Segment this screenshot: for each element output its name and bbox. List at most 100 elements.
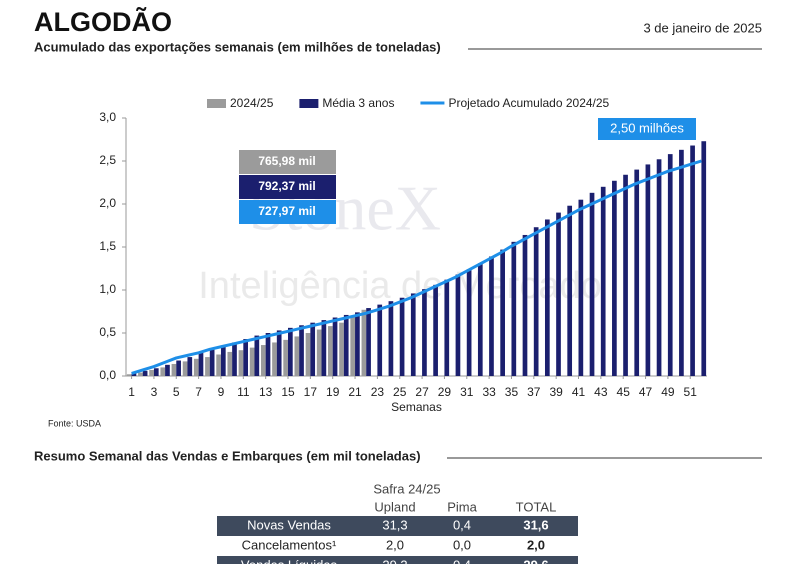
x-tick-label: 47 xyxy=(639,385,653,399)
bar xyxy=(361,309,367,376)
table-cell: 31,6 xyxy=(523,517,548,532)
bar xyxy=(131,373,137,376)
x-tick-label: 37 xyxy=(527,385,541,399)
x-tick-label: 15 xyxy=(281,385,295,399)
legend-label: Projetado Acumulado 2024/25 xyxy=(448,96,609,110)
table-cell: 2,0 xyxy=(527,537,545,552)
table-row xyxy=(217,556,578,564)
bar xyxy=(227,351,233,376)
bar xyxy=(556,212,561,376)
bar xyxy=(343,314,349,376)
table-cell: 0,4 xyxy=(453,517,471,532)
table-row xyxy=(217,516,578,536)
bar xyxy=(589,192,595,376)
bar xyxy=(522,234,528,376)
bar xyxy=(232,342,237,376)
bar xyxy=(600,186,606,376)
x-tick-label: 27 xyxy=(415,385,429,399)
bar xyxy=(477,263,483,376)
bar xyxy=(209,349,215,376)
bar xyxy=(612,180,617,376)
bar xyxy=(205,357,210,376)
table-cell: 0,0 xyxy=(453,537,471,552)
bar xyxy=(160,367,166,376)
callout-label: 765,98 mil xyxy=(258,154,315,168)
source: Fonte: USDA xyxy=(48,418,101,428)
bar xyxy=(272,342,277,376)
bar xyxy=(578,199,584,376)
line xyxy=(131,159,702,375)
x-axis-title: Semanas xyxy=(391,400,442,414)
bar xyxy=(249,347,255,376)
x-tick-label: 35 xyxy=(505,385,519,399)
x-tick-label: 11 xyxy=(237,385,250,399)
bar xyxy=(316,329,322,376)
bar xyxy=(165,364,170,376)
bar xyxy=(645,164,651,376)
bar xyxy=(243,339,249,376)
callout-box xyxy=(598,118,696,140)
bar xyxy=(634,169,640,376)
table-title: Resumo Semanal das Vendas e Embarques (e… xyxy=(34,448,421,463)
column-header: Pima xyxy=(447,499,477,514)
x-tick-label: 21 xyxy=(348,385,362,399)
legend-label: Média 3 anos xyxy=(322,96,394,110)
column-header: TOTAL xyxy=(516,499,557,514)
table-cell: Vendas Líquidas xyxy=(241,557,338,564)
title: ALGODÃO xyxy=(34,6,172,37)
bar xyxy=(328,326,333,376)
bar xyxy=(567,205,573,376)
bar xyxy=(193,358,199,376)
bar xyxy=(216,354,221,376)
bar xyxy=(299,325,304,376)
bar xyxy=(305,333,311,376)
legend-swatch xyxy=(299,99,319,108)
y-tick-label: 0,5 xyxy=(99,325,116,339)
callout-box xyxy=(239,175,336,199)
bar xyxy=(149,369,154,376)
bar xyxy=(466,269,472,376)
x-tick-label: 33 xyxy=(482,385,496,399)
table-cell: 29,3 xyxy=(382,557,407,564)
bar xyxy=(690,145,695,376)
bar xyxy=(377,304,383,376)
bar xyxy=(667,154,673,376)
callout-label: 727,97 mil xyxy=(258,204,315,218)
bar xyxy=(182,361,188,376)
bar xyxy=(350,315,356,376)
x-tick-label: 5 xyxy=(173,385,180,399)
bar xyxy=(339,322,344,376)
date: 3 de janeiro de 2025 xyxy=(643,20,762,35)
bar xyxy=(679,149,684,376)
x-tick-label: 1 xyxy=(128,385,135,399)
x-tick-label: 43 xyxy=(594,385,608,399)
bar xyxy=(511,241,517,376)
bar xyxy=(283,339,289,376)
table-row xyxy=(217,536,578,556)
table-cell: Cancelamentos¹ xyxy=(242,537,337,552)
x-tick-label: 31 xyxy=(460,385,474,399)
table-cell: 29,6 xyxy=(523,557,548,564)
y-tick-label: 0,0 xyxy=(99,368,116,382)
bar xyxy=(176,360,181,376)
bar xyxy=(187,357,193,376)
y-tick-label: 1,5 xyxy=(99,239,116,253)
bar xyxy=(265,333,271,376)
subtitle: Acumulado das exportações semanais (em m… xyxy=(34,39,441,54)
bar xyxy=(288,327,293,376)
bar xyxy=(388,301,394,376)
bar xyxy=(410,293,416,376)
bar xyxy=(332,317,338,376)
bar xyxy=(254,335,260,376)
table-cell: 2,0 xyxy=(386,537,404,552)
bar xyxy=(142,370,148,376)
bar xyxy=(138,372,143,376)
x-tick-label: 3 xyxy=(151,385,158,399)
bar xyxy=(294,336,300,376)
bar xyxy=(355,312,360,376)
y-tick-label: 3,0 xyxy=(99,110,116,124)
y-tick-label: 2,5 xyxy=(99,153,116,167)
bar xyxy=(220,345,226,376)
table-cell: 31,3 xyxy=(382,517,407,532)
